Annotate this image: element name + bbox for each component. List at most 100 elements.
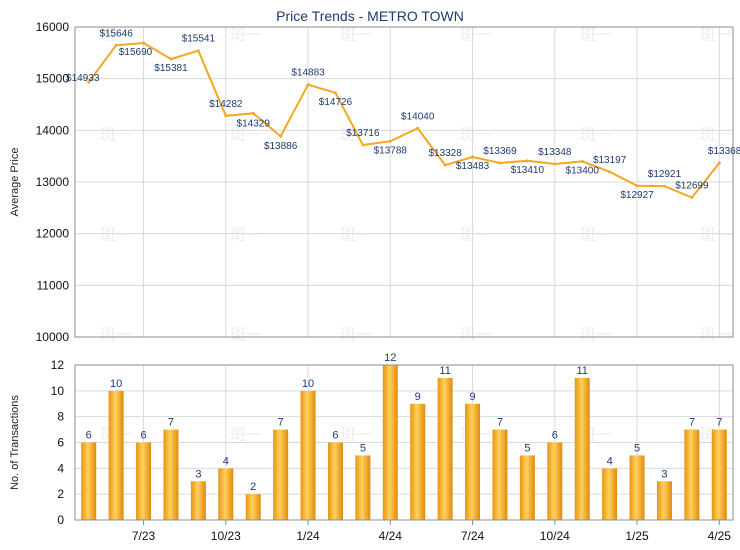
watermark: 斑一 — [580, 325, 612, 344]
price-point — [361, 143, 365, 147]
y-axis-label: No. of Transactions — [9, 395, 21, 490]
price-data-label: $13369 — [483, 146, 517, 157]
transactions-bar-panel: 0 2 4 6 8 10 12 No. of Transactions 6 10 6 7 3 4 2 7 10 6… — [9, 352, 734, 543]
price-data-label: $14933 — [66, 73, 100, 84]
price-point — [553, 162, 557, 166]
transaction-bar — [81, 442, 97, 520]
price-data-label: $14883 — [291, 68, 325, 79]
x-tick-label: 1/24 — [296, 529, 320, 543]
transaction-bar — [602, 468, 618, 520]
watermark: 斑一 — [230, 425, 262, 444]
bar-data-label: 6 — [552, 430, 558, 442]
transaction-bar — [437, 377, 453, 520]
bar-data-label: 6 — [140, 430, 146, 442]
watermark: 斑一 — [100, 325, 132, 344]
transaction-bar — [519, 455, 535, 520]
bar-data-label: 6 — [86, 430, 92, 442]
watermark: 斑一 — [460, 325, 492, 344]
price-point — [471, 155, 475, 159]
watermark: 斑一 — [700, 125, 732, 144]
price-point — [251, 111, 255, 115]
transaction-bar — [108, 390, 124, 520]
price-data-label: $13716 — [346, 128, 380, 139]
chart-title: Price Trends - METRO TOWN — [276, 8, 464, 24]
transaction-bar — [245, 494, 261, 520]
price-data-label: $13348 — [538, 147, 572, 158]
y-tick-label: 6 — [57, 436, 64, 450]
transaction-bar — [547, 442, 563, 520]
bar-data-label: 5 — [360, 442, 366, 454]
price-data-label: $13368 — [708, 146, 740, 157]
price-point — [580, 159, 584, 163]
watermark: 斑一 — [580, 125, 612, 144]
bar-data-label: 11 — [576, 365, 587, 377]
transaction-bar — [300, 390, 316, 520]
y-tick-label: 11000 — [37, 278, 70, 292]
transaction-bar — [410, 403, 426, 520]
price-data-label: $13328 — [428, 148, 462, 159]
price-point — [635, 184, 639, 188]
watermark: 斑一 — [700, 325, 732, 344]
price-point — [690, 196, 694, 200]
price-point — [388, 139, 392, 143]
price-data-label: $13886 — [264, 141, 298, 152]
bar-data-label: 4 — [607, 455, 613, 467]
transaction-bar — [190, 481, 206, 520]
price-data-label: $13400 — [566, 165, 600, 176]
bar-data-label: 7 — [278, 417, 284, 429]
bar-data-label: 3 — [661, 468, 667, 480]
price-point — [608, 170, 612, 174]
y-tick-label: 0 — [57, 513, 64, 527]
price-data-label: $15646 — [99, 28, 133, 39]
price-data-label: $15690 — [119, 47, 153, 58]
y-tick-label: 16000 — [36, 20, 70, 34]
x-tick-label: 4/24 — [379, 529, 403, 543]
bar-data-label: 9 — [415, 391, 421, 403]
transaction-bar — [711, 429, 727, 520]
bar-data-label: 12 — [384, 352, 396, 364]
watermark: 斑一 — [460, 25, 492, 44]
transaction-bar — [684, 429, 700, 520]
price-point — [333, 91, 337, 95]
bar-data-label: 7 — [497, 417, 503, 429]
transaction-bar — [136, 442, 152, 520]
bar-data-label: 2 — [250, 481, 256, 493]
y-tick-label: 10 — [51, 384, 65, 398]
y-tick-label: 4 — [57, 461, 64, 475]
transaction-bar — [218, 468, 234, 520]
transaction-bar — [382, 365, 398, 520]
y-tick-label: 2 — [57, 487, 64, 501]
bar-data-label: 10 — [110, 378, 122, 390]
bar-data-label: 3 — [195, 468, 201, 480]
bar-data-label: 7 — [168, 417, 174, 429]
watermark: 斑一 — [580, 225, 612, 244]
watermark: 斑一 — [340, 225, 372, 244]
watermark: 斑一 — [460, 125, 492, 144]
price-data-label: $14329 — [237, 118, 271, 129]
y-tick-label: 10000 — [36, 330, 70, 344]
watermark: 斑一 — [100, 225, 132, 244]
transaction-bar — [629, 455, 645, 520]
price-point — [416, 126, 420, 130]
transaction-bar — [273, 429, 289, 520]
price-data-label: $12921 — [648, 169, 682, 180]
transaction-bar — [656, 481, 672, 520]
price-data-label: $14282 — [209, 99, 243, 110]
price-data-label: $15541 — [182, 34, 216, 45]
price-point — [498, 161, 502, 165]
watermark: 斑一 — [100, 125, 132, 144]
y-axis-label: Average Price — [9, 148, 21, 217]
bar-data-label: 5 — [634, 442, 640, 454]
watermark: 斑一 — [700, 25, 732, 44]
price-data-label: $12699 — [675, 181, 709, 192]
watermark: 斑一 — [340, 325, 372, 344]
watermark: 斑一 — [230, 25, 262, 44]
price-point — [114, 43, 118, 47]
price-data-label: $15381 — [154, 63, 188, 74]
watermark: 斑一 — [230, 325, 262, 344]
price-point — [717, 161, 721, 165]
bar-data-label: 5 — [524, 442, 530, 454]
price-data-label: $12927 — [620, 190, 654, 201]
x-tick-label: 10/23 — [211, 529, 241, 543]
